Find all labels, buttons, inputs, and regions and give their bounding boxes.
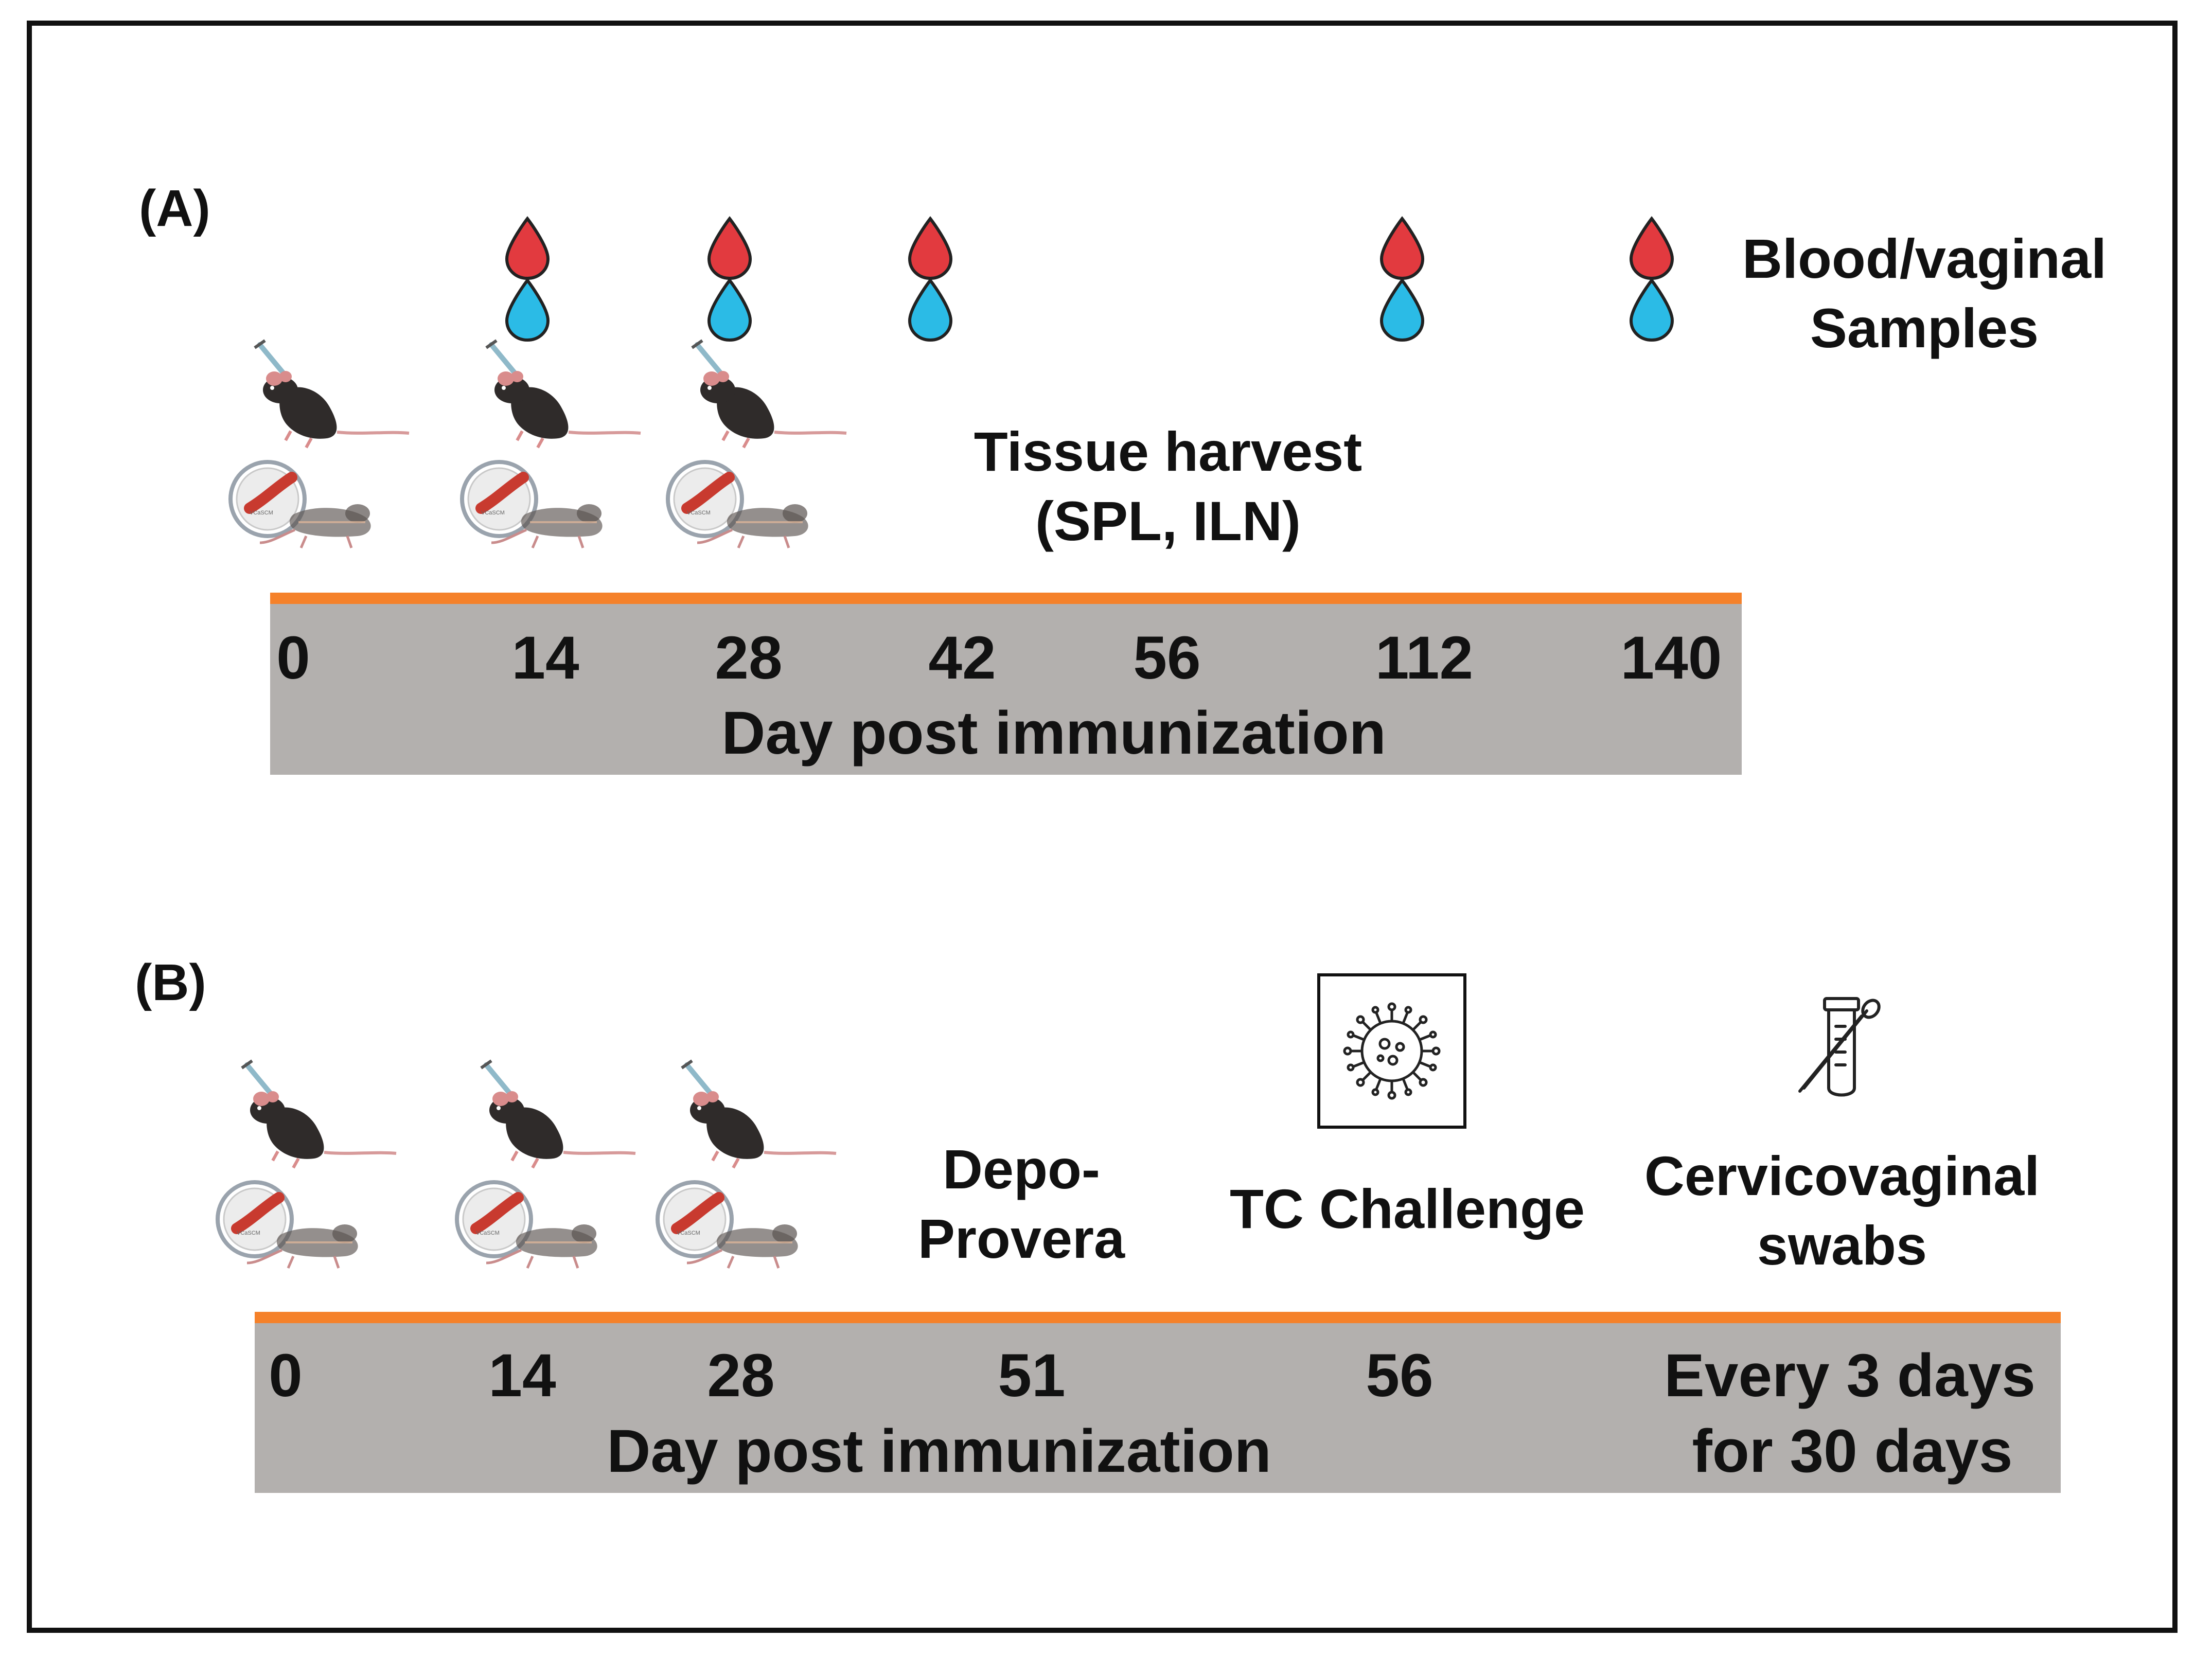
vaginal-sample-drop-icon (1382, 280, 1423, 340)
mouse-icon (231, 341, 409, 548)
swabs-line2: swabs (1757, 1214, 1927, 1276)
tick-b-every-line2: for 30 days (1692, 1417, 2013, 1485)
legend-blood-vaginal: Blood/vaginal Samples (1742, 224, 2107, 363)
drops-day140 (1631, 219, 1672, 342)
mouse-icon (457, 1061, 635, 1268)
tick-a-112: 112 (1375, 624, 1474, 692)
blood-drop-icon (1382, 219, 1423, 278)
axis-title-b: Day post immunization (607, 1417, 1271, 1485)
mouse-icon (462, 341, 641, 548)
tick-a-14: 14 (511, 624, 579, 692)
timeline-a-axis-line (270, 593, 1742, 604)
tick-b-14: 14 (488, 1342, 556, 1410)
tissue-harvest-line2: (SPL, ILN) (1035, 490, 1301, 552)
depo-provera-label: Depo- Provera (918, 1134, 1125, 1273)
drops-day42 (910, 219, 951, 342)
immunization-b-day28 (656, 1065, 841, 1281)
tick-a-140: 140 (1620, 624, 1722, 692)
panel-b-label: (B) (135, 954, 206, 1011)
tick-b-every-line1: Every 3 days (1664, 1342, 2036, 1410)
mouse-icon (218, 1061, 396, 1268)
swabs-line1: Cervicovaginal (1644, 1145, 2040, 1207)
tick-b-56: 56 (1366, 1342, 1434, 1410)
immunization-b-day14 (455, 1065, 641, 1281)
panel-a-label: (A) (139, 180, 210, 237)
timeline-a-bar (270, 604, 1742, 775)
vaginal-sample-drop-icon (910, 280, 951, 340)
virus-icon (1317, 973, 1466, 1129)
timeline-b-axis-line (255, 1312, 2061, 1323)
tissue-harvest-line1: Tissue harvest (974, 420, 1362, 483)
tick-b-0: 0 (269, 1342, 303, 1410)
depo-line2: Provera (917, 1207, 1125, 1270)
timeline-b-bar (255, 1323, 2061, 1493)
tick-b-28: 28 (707, 1342, 775, 1410)
tick-a-42: 42 (928, 624, 996, 692)
immunization-day28 (666, 345, 852, 561)
tissue-harvest-label: Tissue harvest (SPL, ILN) (974, 417, 1362, 556)
test-tube-swab-icon (1798, 997, 1881, 1097)
blood-drop-icon (507, 219, 548, 278)
immunization-day0 (229, 345, 414, 561)
drops-day14 (507, 219, 548, 342)
tick-a-56: 56 (1133, 624, 1201, 692)
legend-line1: Blood/vaginal (1742, 227, 2107, 290)
immunization-b-day0 (216, 1065, 401, 1281)
axis-title-a: Day post immunization (721, 699, 1386, 767)
legend-line2: Samples (1810, 297, 2039, 359)
mouse-icon (668, 341, 846, 548)
tick-a-0: 0 (276, 624, 310, 692)
immunization-day14 (461, 345, 646, 561)
cervicovaginal-swabs-label: Cervicovaginal swabs (1644, 1141, 2040, 1280)
mouse-icon (658, 1061, 836, 1268)
vaginal-sample-drop-icon (1631, 280, 1672, 340)
blood-drop-icon (1631, 219, 1672, 278)
drops-day112 (1382, 219, 1423, 342)
vaginal-sample-drop-icon (507, 280, 548, 340)
depo-line1: Depo- (943, 1138, 1100, 1200)
drops-day28 (709, 219, 750, 342)
tick-b-51: 51 (998, 1342, 1066, 1410)
blood-drop-icon (910, 219, 951, 278)
vaginal-sample-drop-icon (709, 280, 750, 340)
blood-drop-icon (709, 219, 750, 278)
tc-challenge-label: TC Challenge (1229, 1178, 1585, 1240)
tick-a-28: 28 (715, 624, 783, 692)
